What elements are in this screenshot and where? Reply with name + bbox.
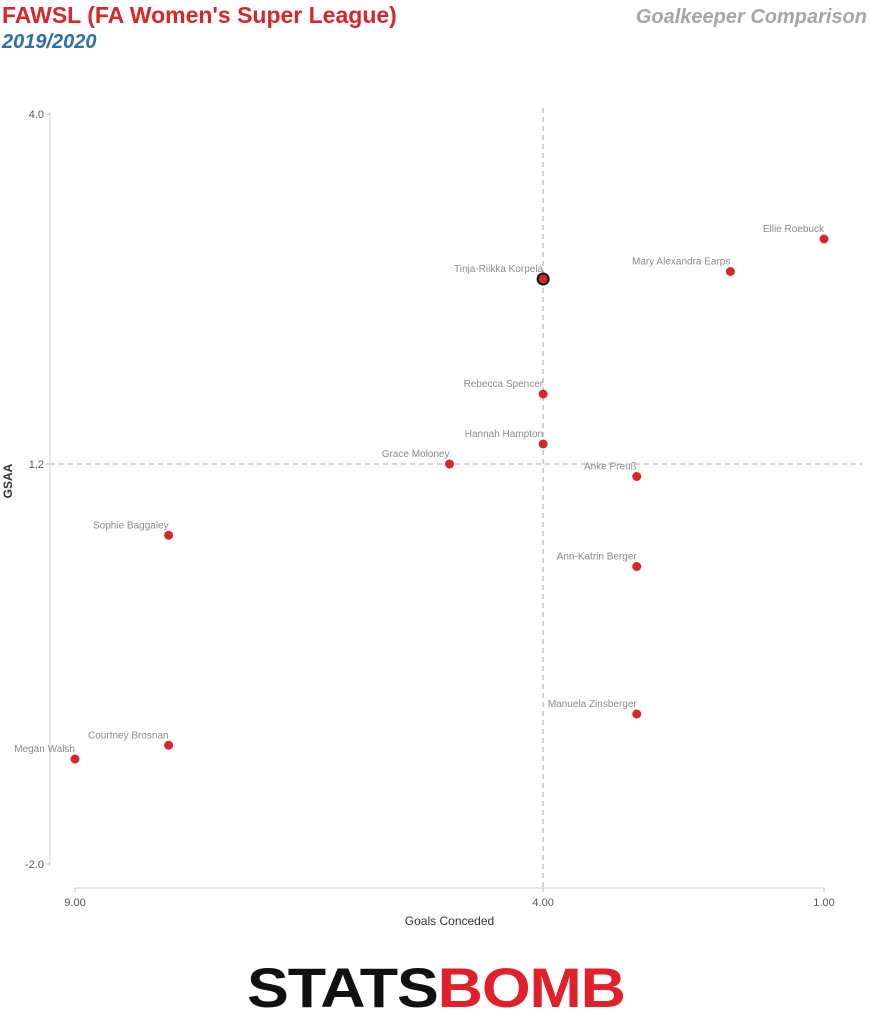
point-label: Rebecca Spencer [464, 379, 544, 390]
statsbomb-logo: STATSBOMB [247, 958, 627, 1018]
data-point: Manuela Zinsberger [548, 699, 642, 719]
point-marker [632, 709, 642, 719]
point-label: Hannah Hampton [465, 429, 543, 440]
data-point: Mary Alexandra Earps [632, 257, 735, 276]
point-label: Ellie Roebuck [763, 224, 825, 235]
y-tick-label: 1.2 [29, 459, 44, 471]
point-marker [536, 272, 550, 286]
comparison-title: Goalkeeper Comparison [635, 6, 867, 28]
x-tick-label: 4.00 [532, 897, 553, 909]
y-tick-label: -2.0 [25, 859, 44, 871]
point-marker [632, 562, 642, 571]
point-label: Sophie Baggaley [93, 520, 169, 531]
point-marker [164, 530, 174, 540]
point-marker [538, 389, 548, 399]
point-marker [164, 740, 174, 750]
x-axis-title: Goals Conceded [405, 914, 494, 928]
statsbomb-wordmark: STATSBOMB [247, 956, 626, 1019]
point-marker [445, 459, 454, 469]
point-marker [725, 267, 735, 276]
y-axis-title: GSAA [1, 463, 15, 498]
data-points: Ellie Roebuck Mary Alexandra Earps Tinja-R… [14, 224, 829, 764]
point-label: Megan Walsh [14, 744, 75, 755]
data-point: Hannah Hampton [465, 429, 548, 449]
logo-stats-text: STATS [247, 956, 439, 1019]
axes [49, 112, 825, 889]
data-point: Anke Preuß [584, 462, 642, 481]
data-point: Courtney Brosnan [88, 730, 174, 750]
data-point: Sophie Baggaley [93, 520, 174, 540]
data-point: Ann-Katrin Berger [557, 552, 642, 571]
scatter-plot: 4.0 1.2 -2.0 9.00 4.00 1.00 Ellie Roebuck Mary… [1, 108, 862, 928]
point-marker [538, 439, 548, 449]
data-point: Megan Walsh [14, 744, 80, 764]
x-tick-label: 9.00 [64, 897, 85, 909]
point-label: Courtney Brosnan [88, 730, 169, 741]
point-label: Tinja-Riikka Korpela [454, 264, 544, 275]
point-marker [632, 472, 642, 481]
point-label: Mary Alexandra Earps [632, 257, 730, 268]
data-point: Tinja-Riikka Korpela [454, 264, 550, 286]
data-point: Ellie Roebuck [763, 224, 829, 244]
point-label: Ann-Katrin Berger [557, 552, 638, 563]
logo-bomb-text: BOMB [437, 956, 626, 1019]
point-label: Anke Preuß [584, 462, 637, 473]
point-marker [70, 754, 80, 764]
data-point: Rebecca Spencer [464, 379, 548, 399]
point-label: Manuela Zinsberger [548, 699, 638, 710]
season-subtitle: 2019/2020 [2, 31, 97, 53]
y-tick-label: 4.0 [29, 109, 44, 121]
reference-lines [50, 108, 862, 888]
data-point: Grace Moloney [382, 449, 454, 469]
point-marker [819, 234, 829, 244]
tick-labels: 4.0 1.2 -2.0 9.00 4.00 1.00 [25, 109, 835, 909]
x-tick-label: 1.00 [813, 897, 834, 909]
chart-title: FAWSL (FA Women's Super League) [2, 2, 397, 28]
point-label: Grace Moloney [382, 449, 450, 460]
